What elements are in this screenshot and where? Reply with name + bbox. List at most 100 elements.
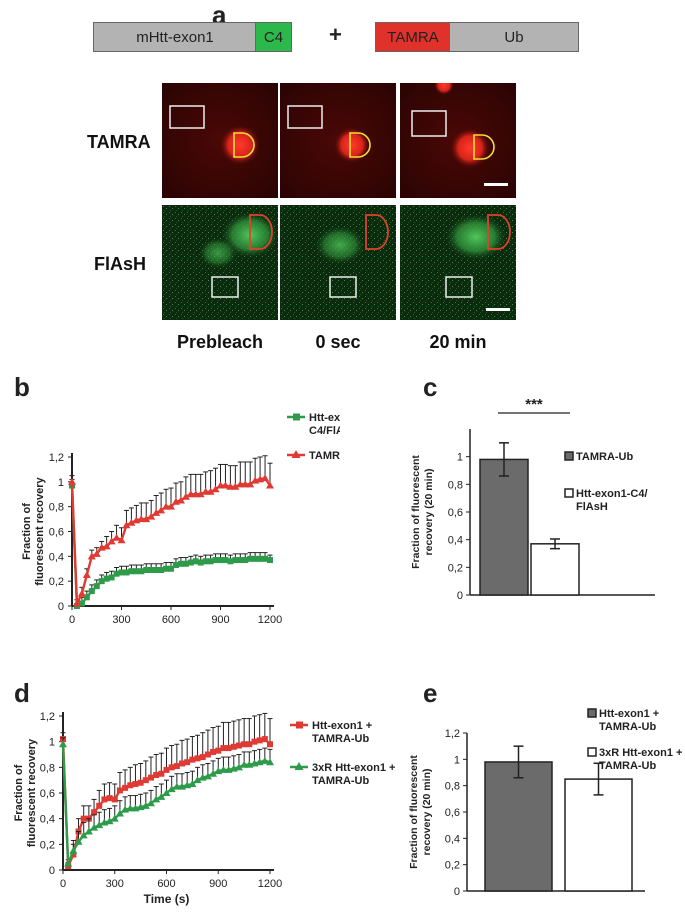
data-point bbox=[106, 795, 113, 802]
data-point bbox=[203, 772, 212, 780]
data-point bbox=[227, 558, 234, 565]
data-point bbox=[117, 536, 126, 544]
data-point bbox=[212, 557, 219, 564]
data-point bbox=[266, 758, 274, 766]
data-point bbox=[266, 481, 274, 489]
micrograph-flash-0sec bbox=[280, 205, 396, 320]
y-axis-label-line: Fraction of bbox=[13, 764, 25, 821]
y-tick-label: 1 bbox=[58, 477, 64, 489]
data-point bbox=[59, 740, 67, 748]
data-point bbox=[158, 566, 165, 573]
y-tick-label: 0,4 bbox=[49, 551, 64, 563]
data-point bbox=[221, 481, 230, 489]
data-point bbox=[113, 570, 120, 577]
y-tick-label: 1 bbox=[454, 754, 460, 766]
x-tick-label: 300 bbox=[106, 878, 124, 890]
legend-label: FlAsH bbox=[576, 501, 608, 513]
x-tick-label: 0 bbox=[60, 878, 66, 890]
bar-0 bbox=[479, 458, 529, 596]
column-label-0sec: 0 sec bbox=[315, 332, 361, 352]
x-axis-label: Time (s) bbox=[144, 892, 190, 906]
data-point bbox=[207, 558, 214, 565]
data-point bbox=[188, 780, 197, 788]
x-tick-label: 600 bbox=[157, 878, 175, 890]
data-point bbox=[231, 482, 240, 490]
data-point bbox=[96, 802, 103, 809]
data-point bbox=[93, 583, 100, 590]
y-tick-label: 0,8 bbox=[448, 479, 463, 491]
y-axis-label: Fraction offluorescent recovery bbox=[21, 477, 46, 586]
chart-d: 0 0,2 0,4 0,6 0,8 1 1,2 0 300 600 900 1200 Time (s) F… bbox=[13, 711, 395, 906]
y-tick-label: 0,6 bbox=[448, 507, 463, 519]
data-point bbox=[261, 474, 270, 482]
x-tick-label: 900 bbox=[211, 614, 229, 625]
data-point bbox=[87, 552, 96, 560]
data-point bbox=[137, 779, 144, 786]
data-point bbox=[242, 557, 249, 564]
data-point bbox=[162, 789, 171, 796]
mhtt-exon1-label: mHtt-exon1 bbox=[136, 28, 214, 46]
data-point bbox=[197, 559, 204, 566]
y-axis-label-line: fluorescent recovery bbox=[34, 477, 46, 586]
data-point bbox=[261, 736, 268, 743]
data-point bbox=[111, 796, 118, 803]
y-axis-label-line: Fraction of fluorescent bbox=[410, 455, 422, 569]
data-point bbox=[246, 741, 253, 748]
legend-label: TAMRA-Ub bbox=[599, 760, 657, 772]
data-point bbox=[262, 555, 269, 562]
data-point bbox=[189, 756, 196, 763]
data-point bbox=[77, 589, 86, 597]
data-point bbox=[179, 760, 186, 767]
panel-d-letter: d bbox=[14, 678, 30, 708]
y-tick-label: 1,2 bbox=[49, 452, 64, 464]
x-tick-label: 1200 bbox=[258, 614, 282, 625]
y-tick-label: 0,2 bbox=[40, 839, 55, 851]
data-point bbox=[167, 502, 175, 510]
y-tick-label: 0,2 bbox=[49, 576, 64, 588]
data-point bbox=[176, 496, 185, 504]
data-point bbox=[78, 600, 85, 607]
y-axis-label-line: Fraction of fluorescent bbox=[408, 755, 420, 869]
data-point bbox=[256, 737, 263, 744]
data-point bbox=[92, 549, 101, 557]
legend-label: Htt-exon1 bbox=[309, 412, 340, 424]
data-point bbox=[168, 764, 175, 771]
x-tick-label: 0 bbox=[69, 614, 75, 625]
data-point bbox=[116, 787, 123, 794]
data-point bbox=[260, 756, 269, 764]
y-tick-label: 0 bbox=[58, 601, 64, 613]
y-axis-label-line: Fraction of bbox=[21, 503, 33, 560]
legend-swatch bbox=[564, 451, 574, 461]
ub-label: Ub bbox=[504, 28, 524, 46]
column-label-prebleach: Prebleach bbox=[176, 332, 264, 352]
legend-swatch bbox=[564, 488, 574, 498]
y-tick-label: 0 bbox=[454, 886, 460, 898]
data-point bbox=[211, 485, 220, 493]
micrograph-flash-20min bbox=[400, 205, 516, 320]
data-point bbox=[88, 588, 95, 595]
panel-e-letter: e bbox=[423, 678, 438, 708]
data-point bbox=[105, 817, 114, 825]
y-tick-label: 1,2 bbox=[445, 728, 460, 740]
y-axis-label-line: fluorescent recovery bbox=[26, 738, 38, 847]
data-point bbox=[102, 542, 111, 550]
micrograph-flash-prebleach bbox=[162, 205, 278, 320]
data-point bbox=[206, 487, 215, 495]
data-point bbox=[103, 575, 110, 582]
tamra-tag-label: TAMRA bbox=[387, 28, 439, 46]
data-point bbox=[193, 776, 202, 784]
data-point bbox=[79, 831, 88, 839]
data-point bbox=[74, 837, 83, 845]
y-tick-label: 1 bbox=[457, 452, 463, 464]
y-tick-label: 0,6 bbox=[40, 788, 55, 800]
row-label-flash: FlAsH bbox=[94, 254, 147, 274]
data-point bbox=[257, 555, 264, 562]
bar-1 bbox=[564, 778, 633, 892]
legend-label: Htt-exon1-C4/ bbox=[576, 488, 648, 500]
data-point bbox=[152, 508, 161, 516]
data-point bbox=[112, 533, 121, 541]
data-point bbox=[69, 846, 78, 854]
data-point bbox=[157, 792, 166, 800]
data-point bbox=[148, 566, 155, 573]
data-point bbox=[167, 785, 176, 793]
